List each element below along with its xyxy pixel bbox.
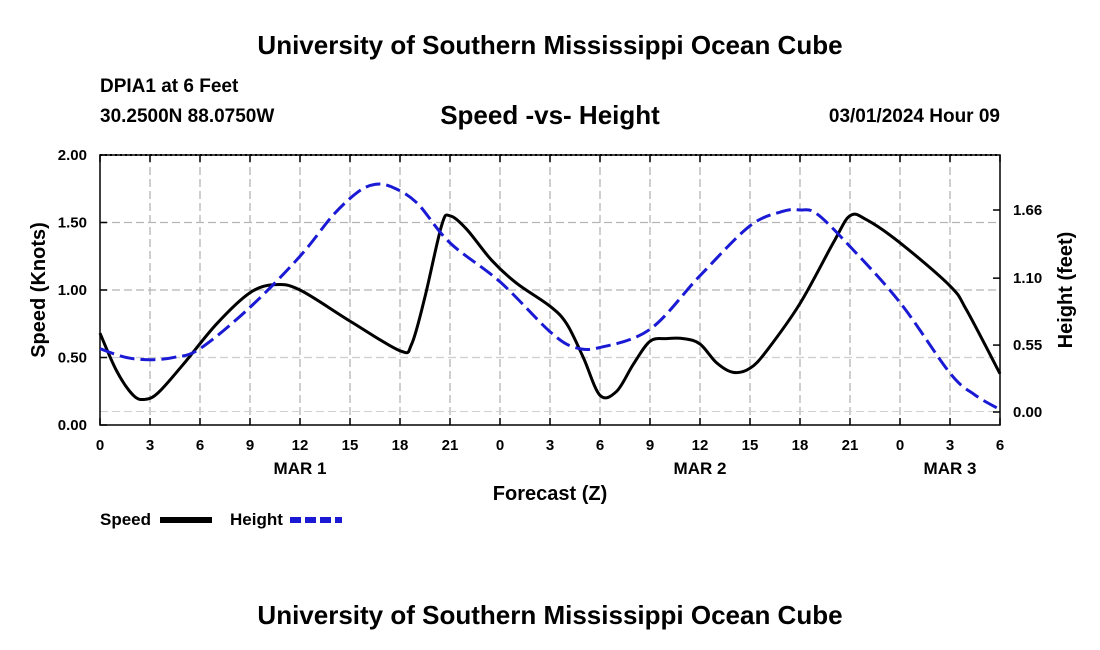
forecast-datetime: 03/01/2024 Hour 09 bbox=[828, 106, 1000, 127]
series-line-speed bbox=[98, 212, 1002, 402]
y-axis-title: Speed (Knots) bbox=[28, 222, 50, 358]
y2-tick-label: 0.00 bbox=[1013, 404, 1042, 421]
x-tick-label: 12 bbox=[692, 437, 709, 454]
page-title: University of Southern Mississippi Ocean… bbox=[257, 30, 843, 60]
x-tick-label: 9 bbox=[646, 437, 654, 454]
x-date-label: MAR 1 bbox=[274, 459, 327, 478]
station-coordinates: 30.2500N 88.0750W bbox=[100, 106, 275, 127]
series bbox=[98, 182, 1002, 411]
y-tick-label: 2.00 bbox=[58, 147, 87, 164]
y-tick-label: 0.00 bbox=[58, 417, 87, 434]
x-tick-label: 21 bbox=[442, 437, 459, 454]
x-tick-label: 0 bbox=[496, 437, 504, 454]
x-tick-label: 6 bbox=[196, 437, 204, 454]
y2-tick-label: 1.66 bbox=[1013, 202, 1042, 219]
x-tick-label: 0 bbox=[96, 437, 104, 454]
y-tick-label: 1.50 bbox=[58, 215, 87, 232]
x-tick-label: 3 bbox=[946, 437, 954, 454]
legend-speed-label: Speed bbox=[100, 510, 151, 529]
grid bbox=[100, 155, 1000, 425]
x-tick-label: 18 bbox=[392, 437, 409, 454]
y-tick-label: 0.50 bbox=[58, 350, 87, 367]
y2-axis-title: Height (feet) bbox=[1055, 232, 1077, 349]
legend-height-label: Height bbox=[230, 510, 283, 529]
x-tick-label: 6 bbox=[596, 437, 604, 454]
axis-ticks bbox=[99, 154, 1001, 426]
x-tick-label: 3 bbox=[546, 437, 554, 454]
x-tick-label: 12 bbox=[292, 437, 309, 454]
x-tick-label: 0 bbox=[896, 437, 904, 454]
x-tick-label: 6 bbox=[996, 437, 1004, 454]
footer-title: University of Southern Mississippi Ocean… bbox=[257, 600, 843, 630]
station-name: DPIA1 at 6 Feet bbox=[100, 76, 239, 97]
x-tick-label: 21 bbox=[842, 437, 859, 454]
axis-labels: 0 3 6 9 12 15 18 21 0 3 6 9 12 15 18 21 0 3 6 MAR 1 MAR 2 MAR… bbox=[58, 147, 1042, 478]
x-tick-label: 3 bbox=[146, 437, 154, 454]
y2-tick-label: 1.10 bbox=[1013, 270, 1042, 287]
x-tick-label: 18 bbox=[792, 437, 809, 454]
legend: Speed Height bbox=[100, 510, 342, 529]
x-tick-label: 15 bbox=[342, 437, 359, 454]
x-tick-label: 15 bbox=[742, 437, 759, 454]
x-axis-title: Forecast (Z) bbox=[493, 483, 607, 505]
y-tick-label: 1.00 bbox=[58, 282, 87, 299]
x-tick-label: 9 bbox=[246, 437, 254, 454]
x-date-label: MAR 2 bbox=[674, 459, 727, 478]
chart-title: Speed -vs- Height bbox=[440, 100, 660, 130]
y2-tick-label: 0.55 bbox=[1013, 337, 1042, 354]
series-line-height bbox=[99, 182, 1001, 411]
x-date-label: MAR 3 bbox=[924, 459, 977, 478]
